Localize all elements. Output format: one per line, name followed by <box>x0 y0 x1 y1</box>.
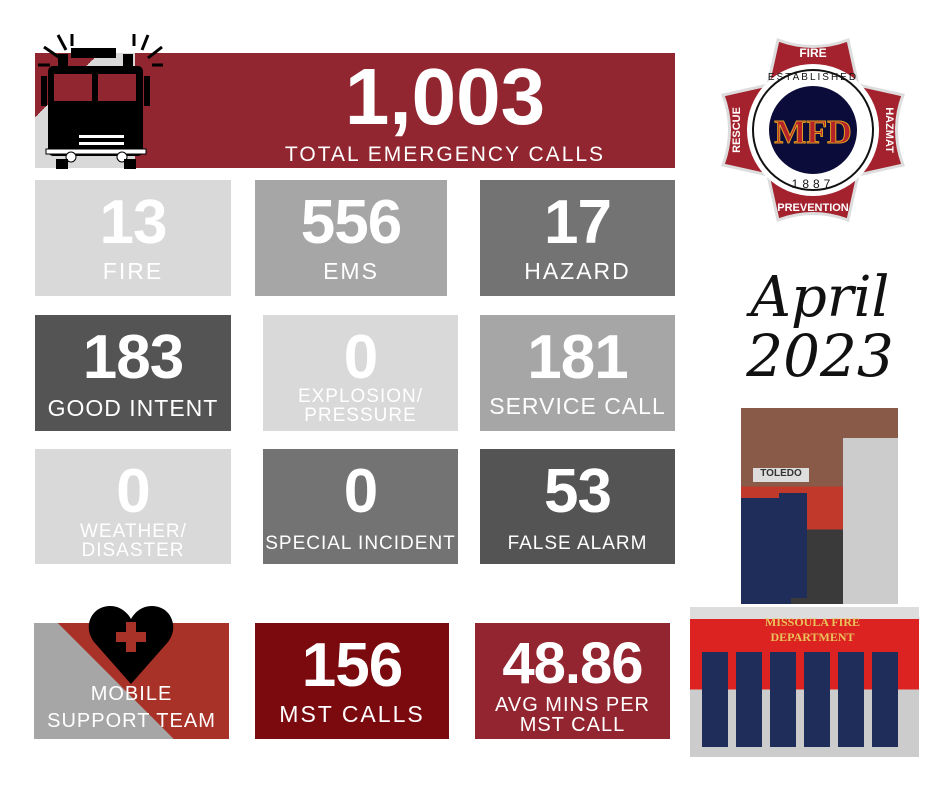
tile-value: 0 <box>343 457 378 526</box>
svg-text:FIRE: FIRE <box>799 46 826 60</box>
tile-label: SERVICE CALL <box>489 393 666 419</box>
mst-avg-value: 48.86 <box>502 631 643 696</box>
photo-award-group: MISSOULA FIRE DEPARTMENT <box>690 607 919 757</box>
tile-special-incident: 0 SPECIAL INCIDENT <box>263 449 458 564</box>
mst-avg-tile: 48.86 AVG MINS PER MST CALL <box>475 623 670 739</box>
tile-label: EXPLOSION/ PRESSURE <box>297 386 424 426</box>
heart-medical-cross-icon <box>88 606 174 684</box>
tile-value: 0 <box>343 323 378 392</box>
tile-false-alarm: 53 FALSE ALARM <box>480 449 675 564</box>
photo-sign: TOLEDO <box>753 468 809 482</box>
tile-label: EMS <box>323 258 379 284</box>
tile-value: 183 <box>82 323 184 392</box>
tile-fire: 13 FIRE <box>35 180 231 296</box>
tile-value: 181 <box>527 323 628 392</box>
fire-truck-icon <box>38 34 163 169</box>
tile-label: FALSE ALARM <box>507 533 648 554</box>
tile-label: WEATHER/ DISASTER <box>80 521 187 561</box>
svg-text:HAZMAT: HAZMAT <box>883 107 895 153</box>
mst-calls-label: MST CALLS <box>279 701 425 727</box>
mst-title: MOBILE SUPPORT TEAM CALLS <box>47 683 216 739</box>
svg-text:PREVENTION: PREVENTION <box>777 202 849 214</box>
svg-text:ESTABLISHED: ESTABLISHED <box>768 72 858 83</box>
tile-weather: 0 WEATHER/ DISASTER <box>35 449 231 564</box>
tile-ems: 556 EMS <box>255 180 447 296</box>
mst-avg-label: AVG MINS PER MST CALL <box>495 694 650 736</box>
tile-service-call: 181 SERVICE CALL <box>480 315 675 431</box>
report-month: April <box>750 265 890 330</box>
svg-text:MFD: MFD <box>774 114 851 151</box>
fire-department-logo: FIRE PREVENTION RESCUE HAZMAT ESTABLISHE… <box>718 35 908 225</box>
tile-good-intent: 183 GOOD INTENT <box>35 315 231 431</box>
tile-value: 556 <box>300 188 402 257</box>
total-calls-value: 1,003 <box>344 52 546 141</box>
svg-text:1887: 1887 <box>792 177 835 191</box>
mst-calls-tile: 156 MST CALLS <box>255 623 449 739</box>
tile-label: FIRE <box>102 258 164 284</box>
tile-value: 53 <box>544 457 612 526</box>
tile-label: HAZARD <box>524 258 631 284</box>
mst-calls-value: 156 <box>301 631 403 700</box>
photo-crew-with-engine: TOLEDO <box>741 408 898 604</box>
tile-value: 0 <box>116 457 150 526</box>
total-calls-label: TOTAL EMERGENCY CALLS <box>284 143 606 166</box>
tile-label: SPECIAL INCIDENT <box>265 533 456 554</box>
tile-explosion: 0 EXPLOSION/ PRESSURE <box>263 315 458 431</box>
report-year: 2023 <box>746 322 894 390</box>
photo-sign: MISSOULA FIRE DEPARTMENT <box>764 615 861 644</box>
tile-label: GOOD INTENT <box>47 395 219 421</box>
tile-value: 17 <box>544 188 612 257</box>
svg-text:RESCUE: RESCUE <box>731 107 743 153</box>
tile-value: 13 <box>99 188 168 257</box>
tile-hazard: 17 HAZARD <box>480 180 675 296</box>
